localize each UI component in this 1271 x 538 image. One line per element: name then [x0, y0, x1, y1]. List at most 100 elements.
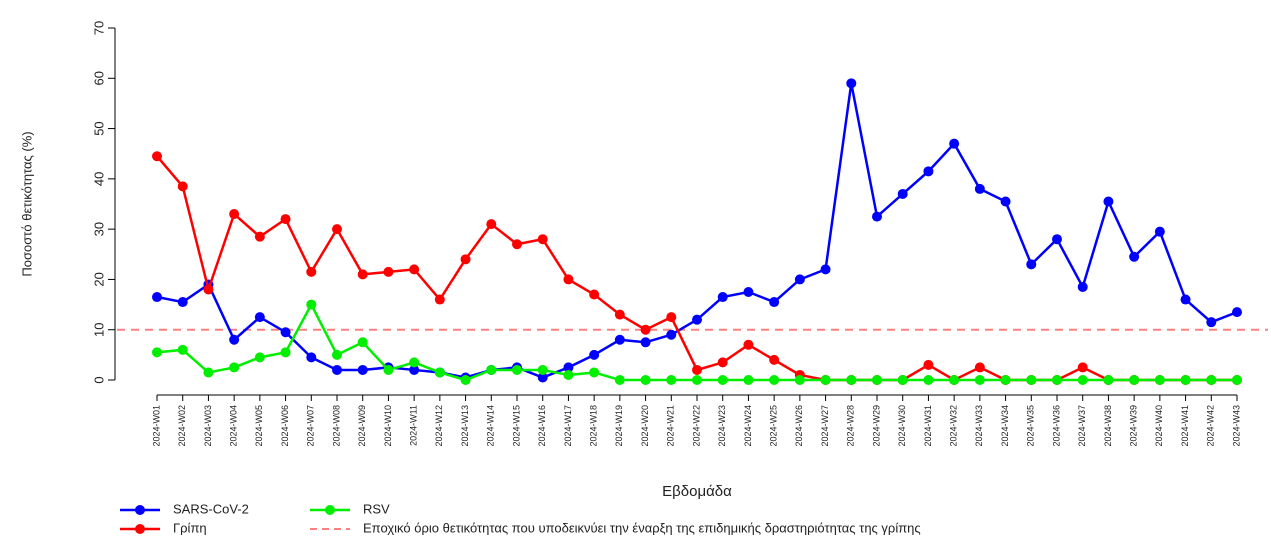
point [589, 367, 600, 378]
point [332, 349, 342, 360]
point [794, 274, 805, 285]
point [614, 375, 625, 385]
point [1000, 375, 1011, 385]
x-tick-label: 2024-W20 [640, 405, 650, 447]
point [717, 357, 728, 368]
x-axis-label: Εβδομάδα [662, 483, 732, 500]
point [897, 375, 908, 385]
y-tick-label: 50 [91, 121, 106, 135]
point [923, 375, 934, 385]
point [1232, 307, 1242, 318]
x-tick-label: 2024-W38 [1103, 405, 1113, 447]
legend-label: Γρίπη [173, 520, 207, 535]
x-tick-label: 2024-W26 [794, 405, 804, 447]
point [1129, 251, 1140, 262]
x-tick-label: 2024-W15 [511, 405, 521, 447]
point [1000, 196, 1011, 207]
x-tick-label: 2024-W28 [846, 405, 856, 447]
x-tick-label: 2024-W24 [743, 405, 753, 447]
legend-marker [135, 524, 145, 534]
point [872, 375, 882, 385]
point [152, 292, 162, 303]
point [717, 375, 728, 385]
point [152, 151, 162, 162]
x-tick-label: 2024-W17 [563, 405, 573, 447]
point [1180, 375, 1191, 385]
point [614, 334, 625, 345]
point [1052, 234, 1062, 245]
point [152, 347, 162, 358]
point [357, 364, 368, 375]
point [563, 274, 574, 285]
point [614, 309, 625, 320]
x-tick-label: 2024-W12 [434, 405, 444, 447]
point [254, 352, 265, 363]
x-tick-label: 2024-W11 [409, 405, 419, 446]
point [280, 327, 291, 338]
legend-marker [135, 505, 145, 515]
point [383, 266, 394, 277]
x-tick-label: 2024-W34 [1000, 405, 1010, 447]
y-tick-label: 0 [91, 376, 106, 383]
x-tick-label: 2024-W14 [486, 405, 496, 447]
point [1129, 375, 1140, 385]
point [846, 375, 857, 385]
point [512, 364, 522, 375]
x-tick-label: 2024-W23 [717, 405, 727, 447]
point [820, 375, 831, 385]
x-tick-label: 2024-W22 [691, 405, 701, 447]
x-tick-label: 2024-W30 [897, 405, 907, 447]
point [666, 312, 677, 323]
point [846, 78, 857, 89]
y-tick-label: 10 [91, 322, 106, 336]
x-tick-label: 2024-W18 [589, 405, 599, 447]
point [434, 367, 445, 378]
legend-label: RSV [363, 501, 390, 516]
legend-label: SARS-CoV-2 [173, 501, 249, 516]
point [254, 312, 265, 323]
x-tick-label: 2024-W08 [331, 405, 341, 447]
point [872, 211, 882, 222]
point [177, 344, 188, 355]
point [743, 339, 754, 350]
x-tick-label: 2024-W39 [1129, 405, 1139, 447]
point [203, 367, 214, 378]
point [1052, 375, 1062, 385]
series-line [156, 155, 1237, 382]
point [923, 166, 934, 177]
x-tick-label: 2024-W13 [460, 405, 470, 447]
point [692, 314, 702, 325]
point [743, 375, 754, 385]
point [640, 375, 651, 385]
x-tick-label: 2024-W10 [383, 405, 393, 447]
x-tick-label: 2024-W43 [1231, 405, 1241, 447]
x-tick-label: 2024-W37 [1077, 405, 1087, 447]
point [692, 375, 702, 385]
point [1103, 375, 1114, 385]
point [666, 375, 677, 385]
point [1206, 317, 1217, 328]
y-tick-label: 30 [91, 222, 106, 236]
point [717, 292, 728, 303]
point [949, 138, 960, 149]
x-tick-label: 2024-W21 [666, 405, 676, 447]
x-tick-label: 2024-W03 [203, 405, 213, 447]
point [1180, 294, 1191, 305]
point [229, 334, 240, 345]
point [306, 266, 317, 277]
point [409, 357, 420, 368]
point [1232, 375, 1242, 385]
y-tick-label: 20 [91, 272, 106, 286]
point [460, 375, 471, 385]
point [640, 324, 651, 335]
x-tick-label: 2024-W42 [1206, 405, 1216, 447]
x-tick-label: 2024-W09 [357, 405, 367, 447]
point [537, 372, 548, 383]
y-tick-label: 60 [91, 71, 106, 85]
x-tick-label: 2024-W27 [820, 405, 830, 447]
point [974, 362, 985, 373]
x-tick-label: 2024-W31 [923, 405, 933, 447]
point [537, 364, 548, 375]
